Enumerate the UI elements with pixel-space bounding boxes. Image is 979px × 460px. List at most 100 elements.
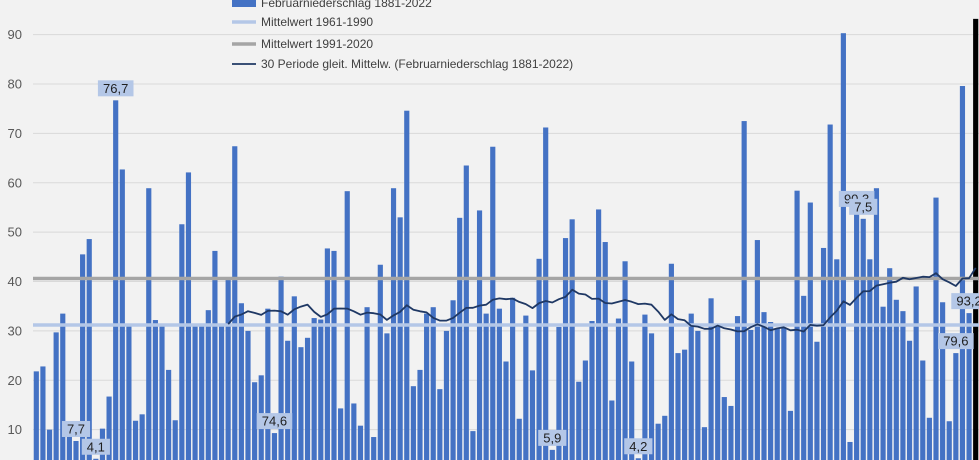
bar bbox=[602, 242, 608, 460]
bar bbox=[331, 250, 337, 460]
bar bbox=[847, 441, 853, 460]
legend-label: Mittelwert 1991-2020 bbox=[261, 37, 373, 51]
bar bbox=[920, 360, 926, 460]
bar bbox=[285, 340, 291, 460]
data-label-box bbox=[61, 420, 91, 437]
bar bbox=[119, 169, 125, 460]
bar bbox=[536, 258, 542, 460]
bar bbox=[807, 202, 813, 460]
data-label: 79,6 bbox=[943, 334, 968, 349]
bar bbox=[973, 18, 979, 460]
data-label-box bbox=[849, 198, 878, 215]
bar bbox=[814, 341, 820, 460]
bar bbox=[53, 332, 59, 460]
bar bbox=[503, 361, 509, 460]
data-label-box bbox=[538, 429, 567, 446]
data-label-box bbox=[97, 80, 134, 97]
bar bbox=[463, 165, 469, 460]
bar bbox=[682, 349, 688, 460]
bar bbox=[490, 146, 496, 460]
bar bbox=[768, 322, 774, 460]
bar bbox=[384, 333, 390, 460]
bar bbox=[199, 323, 205, 460]
bar bbox=[86, 239, 92, 460]
bar bbox=[655, 423, 661, 460]
bar bbox=[80, 254, 86, 460]
bar bbox=[926, 417, 932, 460]
bar bbox=[940, 302, 946, 460]
bar bbox=[265, 308, 271, 460]
bar bbox=[787, 410, 794, 460]
bar bbox=[569, 219, 575, 460]
bar bbox=[404, 110, 410, 460]
bar bbox=[450, 300, 456, 460]
bar bbox=[820, 247, 827, 460]
bar bbox=[629, 361, 635, 460]
bar bbox=[126, 325, 132, 460]
bar bbox=[589, 321, 595, 460]
bar bbox=[675, 353, 681, 460]
legend-label: Februarniederschlag 1881-2022 bbox=[261, 0, 432, 10]
bar bbox=[516, 418, 522, 460]
y-tick-label: 30 bbox=[8, 323, 22, 338]
bar bbox=[913, 286, 919, 460]
bar bbox=[840, 33, 846, 460]
bar bbox=[582, 360, 588, 460]
bar bbox=[93, 458, 99, 460]
bar bbox=[351, 403, 357, 460]
bar bbox=[748, 329, 754, 460]
bar bbox=[556, 326, 562, 460]
bar bbox=[867, 259, 873, 460]
bar bbox=[615, 318, 622, 460]
bar bbox=[66, 430, 72, 460]
data-label-box bbox=[624, 438, 653, 455]
bar bbox=[357, 425, 364, 460]
bar bbox=[46, 429, 53, 460]
bar bbox=[443, 330, 450, 460]
data-label-box bbox=[951, 293, 979, 310]
bar bbox=[754, 240, 760, 460]
y-tick-label: 80 bbox=[8, 77, 22, 92]
bar bbox=[596, 209, 602, 460]
bar bbox=[218, 323, 225, 460]
bar bbox=[33, 371, 39, 460]
bar bbox=[510, 297, 516, 460]
bar bbox=[695, 330, 701, 460]
bar bbox=[688, 313, 694, 460]
bar bbox=[668, 263, 674, 460]
bar bbox=[953, 353, 959, 460]
bar bbox=[60, 313, 66, 460]
bar bbox=[179, 224, 185, 460]
bar bbox=[609, 400, 615, 460]
bar bbox=[887, 268, 893, 460]
bar bbox=[622, 261, 628, 460]
bar bbox=[893, 299, 899, 460]
bar bbox=[635, 458, 641, 460]
bar bbox=[304, 337, 311, 460]
bar bbox=[483, 313, 489, 460]
legend-label: Mittelwert 1961-1990 bbox=[261, 15, 373, 29]
bar bbox=[192, 323, 198, 460]
bar bbox=[966, 313, 972, 460]
bar bbox=[364, 307, 370, 460]
bar bbox=[166, 369, 172, 460]
bar bbox=[648, 333, 655, 460]
bar bbox=[430, 307, 436, 460]
data-label: 7,5 bbox=[854, 199, 872, 214]
data-label: 93,2 bbox=[956, 294, 979, 309]
data-label-box bbox=[81, 438, 110, 455]
bar bbox=[715, 323, 721, 460]
bar bbox=[324, 248, 330, 460]
bar bbox=[205, 310, 211, 460]
bar bbox=[172, 420, 178, 460]
bar bbox=[252, 382, 258, 460]
bar bbox=[212, 250, 218, 460]
bar bbox=[543, 127, 549, 460]
bar bbox=[741, 121, 747, 460]
bar bbox=[271, 433, 278, 460]
bar bbox=[424, 313, 430, 460]
bar bbox=[900, 311, 906, 460]
bar bbox=[708, 298, 714, 460]
bar bbox=[397, 217, 403, 460]
